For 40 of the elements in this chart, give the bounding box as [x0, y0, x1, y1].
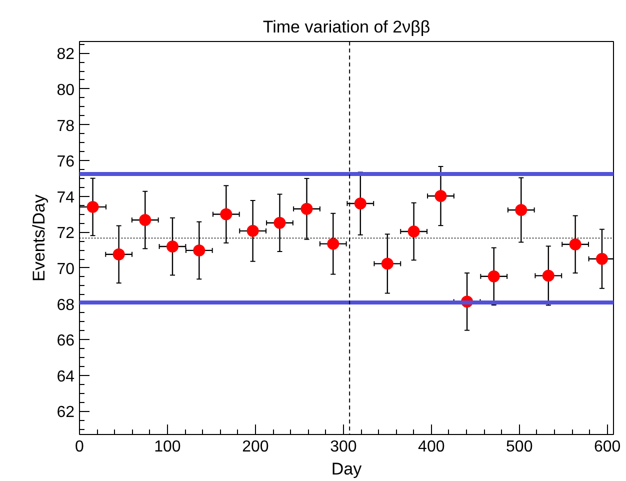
- chart-title: Time variation of 2νββ: [262, 18, 430, 36]
- y-tick-label: 74: [56, 189, 75, 206]
- x-tick-label: 300: [330, 438, 357, 456]
- x-tick-label: 500: [506, 438, 533, 456]
- y-tick-label: 62: [56, 404, 75, 422]
- y-tick-label: 64: [56, 368, 75, 386]
- point: [274, 216, 286, 229]
- point: [542, 270, 554, 282]
- y-tick-label: 68: [56, 296, 75, 314]
- y-tick-label: 76: [56, 154, 75, 171]
- x-tick-label: 0: [75, 438, 84, 456]
- point: [488, 270, 500, 282]
- point: [220, 208, 232, 220]
- y-tick-label: 70: [56, 260, 75, 278]
- y-tick-label: 72: [56, 225, 75, 242]
- point: [569, 238, 582, 250]
- point: [515, 204, 528, 216]
- y-tick-label: 80: [56, 82, 75, 99]
- point: [434, 190, 447, 202]
- point: [139, 214, 152, 226]
- point: [246, 224, 259, 237]
- x-tick-label: 600: [594, 438, 621, 456]
- point: [596, 252, 608, 265]
- x-tick-label: 400: [418, 438, 445, 456]
- point: [327, 238, 340, 250]
- point: [300, 202, 313, 215]
- point: [408, 225, 420, 238]
- point: [166, 240, 178, 252]
- point: [86, 200, 99, 213]
- y-axis-title: Events/Day: [30, 194, 49, 282]
- y-tick-label: 82: [56, 46, 75, 64]
- point: [112, 248, 125, 260]
- y-tick-label: 78: [56, 118, 75, 135]
- point: [354, 198, 366, 210]
- point: [193, 244, 206, 256]
- x-tick-label: 200: [242, 438, 269, 456]
- x-axis-title: Day: [331, 460, 362, 478]
- point: [381, 258, 394, 270]
- x-tick-label: 100: [154, 438, 181, 456]
- y-tick-label: 66: [56, 332, 75, 350]
